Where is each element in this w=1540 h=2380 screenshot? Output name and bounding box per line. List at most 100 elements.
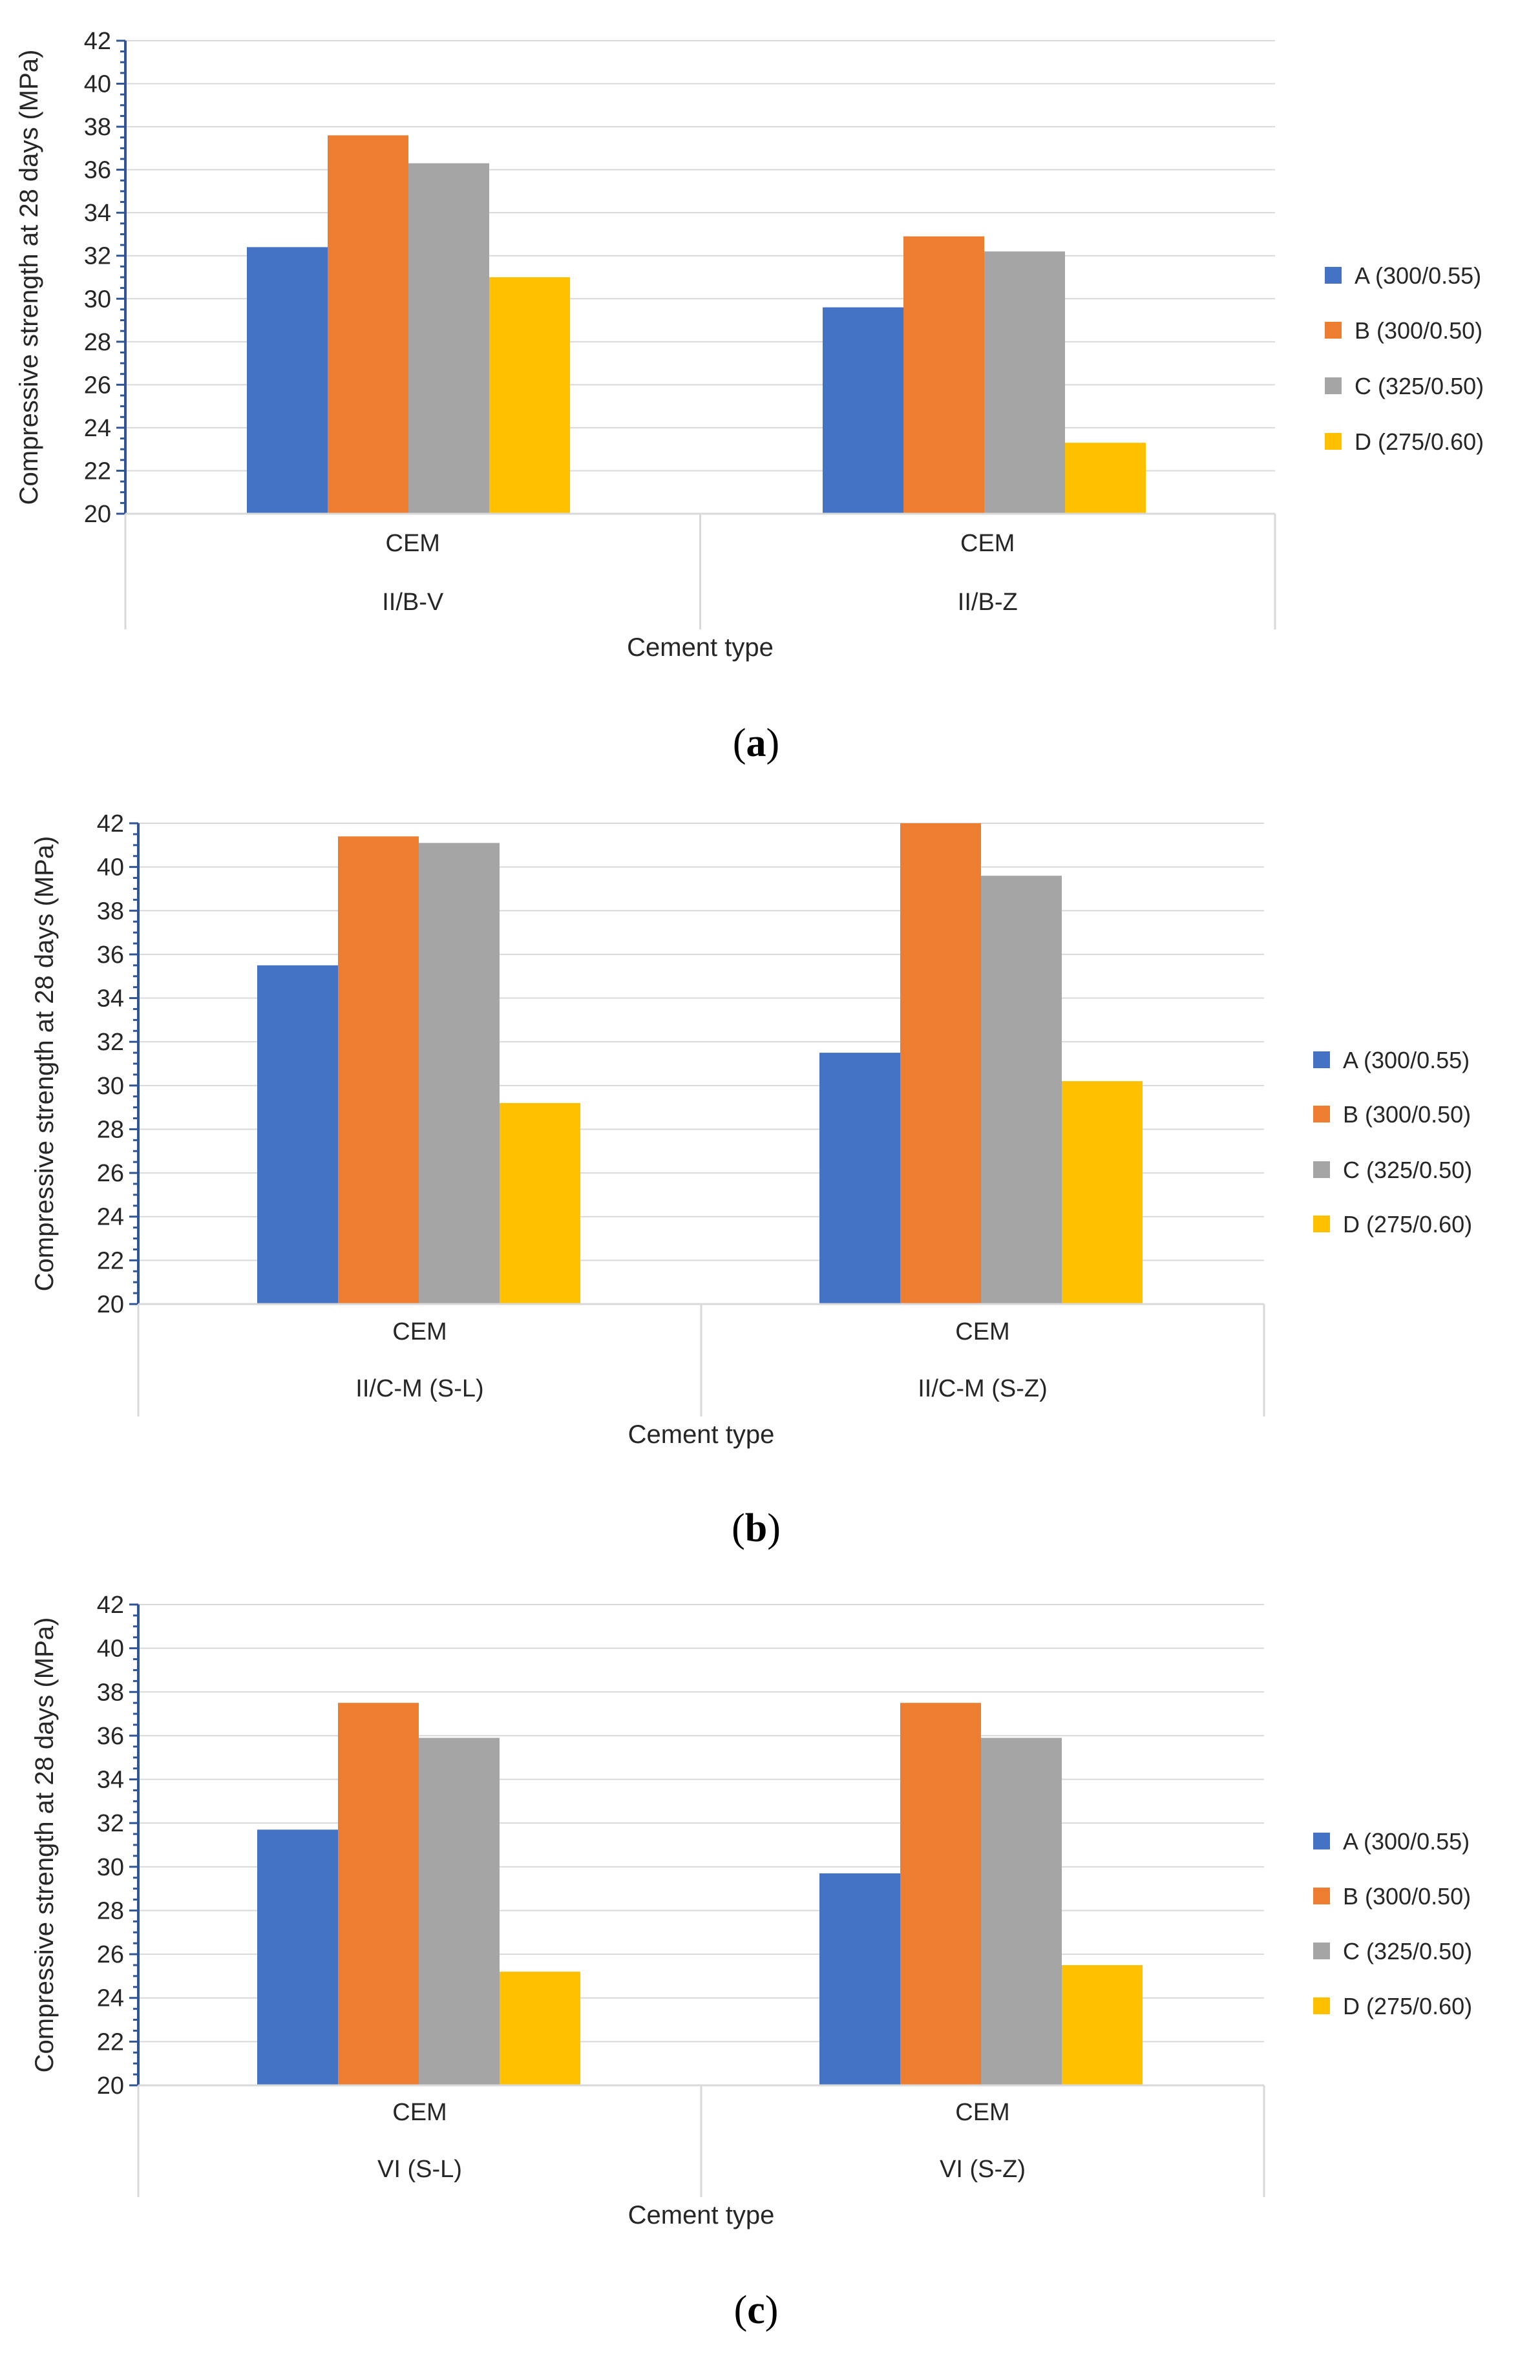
legend-swatch-C — [1313, 1943, 1330, 1959]
legend-label-C: C (325/0.50) — [1355, 373, 1484, 399]
legend-swatch-B — [1313, 1888, 1330, 1904]
y-tick-label: 40 — [97, 854, 124, 881]
category-label-line2: VI (S-L) — [377, 2156, 462, 2183]
y-tick-label: 28 — [84, 329, 111, 356]
y-axis-title: Compressive strength at 28 days (MPa) — [15, 50, 43, 505]
y-tick-label: 40 — [97, 1636, 124, 1663]
legend-label-D: D (275/0.60) — [1343, 1211, 1472, 1237]
y-tick-label: 24 — [84, 415, 111, 442]
bar-A-1 — [257, 965, 338, 1304]
category-label-line2: II/C-M (S-Z) — [918, 1375, 1048, 1402]
bar-A-1 — [257, 1829, 338, 2085]
bar-A-2 — [819, 1873, 900, 2085]
legend-label-B: B (300/0.50) — [1355, 317, 1482, 344]
bar-A-2 — [823, 307, 903, 514]
bar-D-2 — [1062, 1965, 1143, 2085]
category-label-line1: CEM — [960, 530, 1015, 557]
category-label-line1: CEM — [392, 1318, 447, 1345]
y-tick-label: 42 — [97, 1592, 124, 1619]
legend-swatch-A — [1325, 267, 1342, 284]
bar-C-1 — [419, 1738, 500, 2085]
chart-panel-c: 20 22 24 26 28 30 32 34 36 38 40 42 CEM VI (S-L) CEM VI… — [30, 1592, 1472, 2332]
y-tick-label: 34 — [84, 200, 111, 227]
chart-panel-b: 20 22 24 26 28 30 32 34 36 38 40 42 CEM II/C-M (S-L) C… — [30, 810, 1472, 1550]
bar-C-1 — [419, 843, 500, 1304]
legend-label-B: B (300/0.50) — [1343, 1883, 1471, 1910]
legend-swatch-B — [1325, 322, 1342, 339]
bar-C-2 — [981, 1738, 1062, 2085]
bar-C-2 — [984, 251, 1065, 514]
bar-B-2 — [903, 236, 984, 514]
y-tick-label: 34 — [97, 985, 124, 1013]
bar-D-1 — [500, 1102, 580, 1304]
y-tick-label: 36 — [84, 157, 111, 184]
legend-label-C: C (325/0.50) — [1343, 1938, 1472, 1964]
x-axis-title: Cement type — [627, 633, 774, 662]
bar-A-1 — [247, 247, 328, 514]
y-tick-label: 34 — [97, 1767, 124, 1794]
bar-B-2 — [900, 1703, 981, 2085]
y-tick-label: 20 — [97, 2072, 124, 2100]
x-axis-title: Cement type — [628, 1420, 775, 1449]
category-label-line2: II/B-V — [382, 589, 444, 616]
legend-label-B: B (300/0.50) — [1343, 1101, 1471, 1128]
bar-D-2 — [1065, 443, 1146, 514]
bar-B-1 — [338, 836, 419, 1304]
y-tick-label: 22 — [97, 2028, 124, 2056]
y-tick-label: 32 — [97, 1810, 124, 1837]
bar-C-2 — [981, 876, 1062, 1304]
y-tick-label: 24 — [97, 1204, 124, 1231]
y-tick-label: 30 — [97, 1073, 124, 1100]
y-tick-label: 28 — [97, 1116, 124, 1143]
legend-swatch-A — [1313, 1051, 1330, 1068]
panel-label: (b) — [732, 1506, 781, 1550]
category-label-line1: CEM — [386, 530, 440, 557]
y-tick-label: 26 — [84, 372, 111, 399]
bar-B-1 — [328, 135, 408, 514]
category-label-line1: CEM — [392, 2099, 447, 2126]
legend-swatch-B — [1313, 1106, 1330, 1122]
legend-swatch-C — [1325, 377, 1342, 394]
category-label-line1: CEM — [955, 2099, 1009, 2126]
category-label-line2: II/B-Z — [958, 589, 1018, 616]
legend-label-C: C (325/0.50) — [1343, 1157, 1472, 1183]
y-tick-label: 24 — [97, 1985, 124, 2012]
legend-label-D: D (275/0.60) — [1343, 1993, 1472, 2019]
category-label-line2: II/C-M (S-L) — [355, 1375, 483, 1402]
category-label-line2: VI (S-Z) — [940, 2156, 1026, 2183]
bar-D-1 — [489, 277, 570, 514]
y-tick-label: 38 — [97, 898, 124, 925]
bar-B-2 — [900, 823, 981, 1304]
y-axis-title: Compressive strength at 28 days (MPa) — [30, 836, 59, 1292]
legend-swatch-D — [1313, 1997, 1330, 2014]
legend-label-A: A (300/0.55) — [1343, 1828, 1470, 1855]
y-tick-label: 20 — [84, 501, 111, 528]
panel-label: (c) — [734, 2288, 779, 2332]
bar-A-2 — [819, 1053, 900, 1304]
legend-swatch-D — [1313, 1216, 1330, 1232]
y-tick-label: 32 — [84, 243, 111, 270]
x-axis-title: Cement type — [628, 2201, 775, 2229]
y-tick-label: 22 — [84, 458, 111, 485]
bar-D-1 — [500, 1972, 580, 2085]
bar-B-1 — [338, 1703, 419, 2085]
category-label-line1: CEM — [955, 1318, 1009, 1345]
y-tick-label: 26 — [97, 1160, 124, 1187]
legend-swatch-A — [1313, 1833, 1330, 1849]
y-tick-label: 38 — [84, 114, 111, 141]
y-tick-label: 30 — [84, 286, 111, 313]
y-tick-label: 30 — [97, 1854, 124, 1881]
y-tick-label: 20 — [97, 1291, 124, 1318]
y-tick-label: 42 — [84, 28, 111, 55]
y-tick-label: 38 — [97, 1679, 124, 1706]
y-tick-label: 42 — [97, 810, 124, 837]
bar-D-2 — [1062, 1081, 1143, 1304]
y-tick-label: 22 — [97, 1247, 124, 1274]
y-tick-label: 36 — [97, 942, 124, 969]
legend-swatch-C — [1313, 1161, 1330, 1178]
y-tick-label: 40 — [84, 71, 111, 98]
legend-label-D: D (275/0.60) — [1355, 428, 1484, 455]
y-axis-title: Compressive strength at 28 days (MPa) — [30, 1617, 59, 2073]
y-tick-label: 28 — [97, 1897, 124, 1924]
